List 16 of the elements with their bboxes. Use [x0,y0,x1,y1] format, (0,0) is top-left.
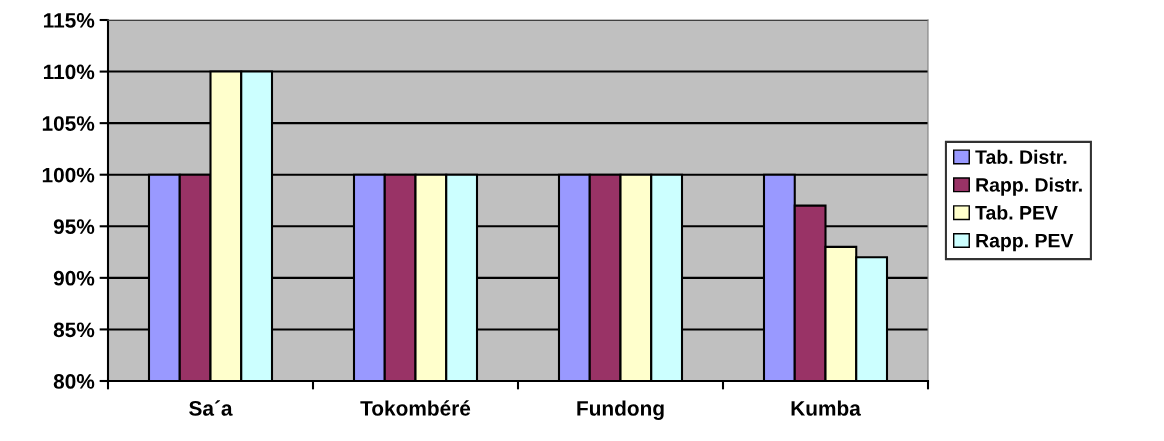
x-tick-label: Tokombéré [360,400,471,416]
y-tick-label: 80% [53,374,95,389]
x-tick-label: Sa´a [189,400,233,416]
y-tick-label: 95% [53,219,95,235]
y-tick-label: 100% [42,167,95,183]
y-tick-label: 105% [42,116,95,131]
y-tick-label: 85% [53,322,95,338]
legend-label: Rapp. Distr. [976,177,1082,196]
x-tick-label: Kumba [791,400,861,416]
legend-label: Tab. PEV [975,205,1058,220]
y-tick-label: 115% [43,13,95,28]
legend-label: Tab. Distr. [975,149,1067,164]
y-tick-label: 90% [53,270,95,286]
legend-label: Rapp. PEV [976,233,1074,252]
x-tick-label: Fundong [577,400,664,420]
y-tick-label: 110% [43,64,95,80]
